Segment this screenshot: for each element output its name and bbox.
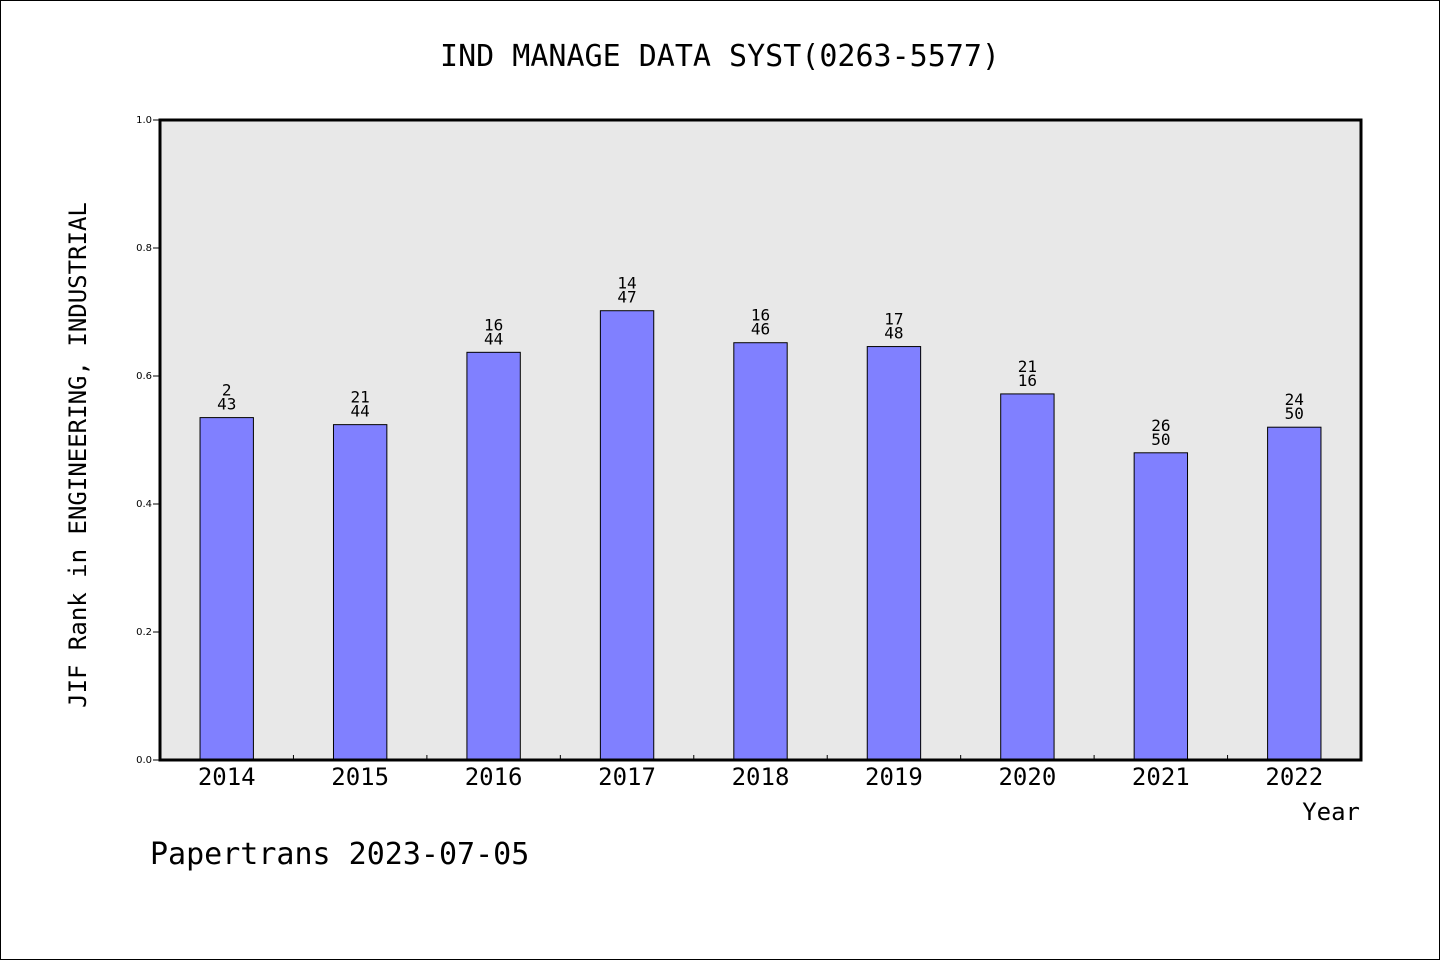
bar-2015 (332, 424, 388, 761)
x-tick-label: 2015 (331, 763, 389, 791)
bar-label-total: 43 (217, 395, 236, 414)
y-tick-label: 0.6 (136, 371, 152, 382)
y-tick-label: 0.2 (136, 627, 152, 638)
plot-border (158, 118, 1363, 762)
bar-label-total: 48 (884, 324, 903, 343)
bar-2018 (733, 342, 788, 761)
x-tick-label: 2014 (198, 763, 256, 791)
x-tick-label: 2016 (465, 763, 523, 791)
bar-label-rank: 16 (484, 315, 503, 334)
x-tick-label: 2020 (998, 763, 1056, 791)
bar-label-total: 46 (751, 320, 770, 339)
bar-label-rank: 21 (1018, 357, 1037, 376)
x-tick-label: 2022 (1265, 763, 1323, 791)
bar-label-total: 16 (1018, 371, 1037, 390)
bar-2021 (1133, 452, 1189, 761)
bar-2019 (866, 346, 922, 761)
bar-label-total: 44 (484, 329, 503, 348)
y-tick-label: 0.0 (136, 755, 152, 766)
y-tick-label: 1.0 (136, 115, 152, 126)
x-tick-label: 2017 (598, 763, 656, 791)
bar-label-rank: 21 (351, 388, 370, 407)
x-tick-label: 2021 (1132, 763, 1190, 791)
bar-label-total: 50 (1285, 404, 1304, 423)
bar-label-total: 47 (617, 288, 636, 307)
chart-title: IND MANAGE DATA SYST(0263-5577) (440, 39, 1000, 74)
y-axis-label: JIF Rank in ENGINEERING, INDUSTRIAL (64, 202, 92, 708)
bar-label-rank: 14 (617, 274, 636, 293)
x-tick-label: 2018 (732, 763, 790, 791)
bar-2017 (599, 310, 655, 761)
y-tick-label: 0.4 (136, 499, 152, 510)
footer-date-stamp: Papertrans 2023-07-05 (150, 837, 529, 872)
x-tick-label: 2019 (865, 763, 923, 791)
bar-label-rank: 24 (1285, 390, 1304, 409)
bar-2020 (1000, 393, 1055, 761)
bar-label-rank: 2 (222, 381, 232, 400)
plot-area: 0.00.20.40.60.81.02432014214420151644201… (136, 115, 1363, 791)
x-axis-label: Year (1302, 798, 1360, 826)
bar-2014 (199, 417, 254, 761)
bar-label-total: 44 (351, 402, 370, 421)
bar-label-rank: 16 (751, 306, 770, 325)
bar-2016 (466, 351, 521, 761)
bar-label-total: 50 (1151, 430, 1170, 449)
bar-2022 (1267, 426, 1322, 761)
y-tick-label: 0.8 (136, 243, 152, 254)
bar-label-rank: 17 (884, 310, 903, 329)
bar-label-rank: 26 (1151, 416, 1170, 435)
